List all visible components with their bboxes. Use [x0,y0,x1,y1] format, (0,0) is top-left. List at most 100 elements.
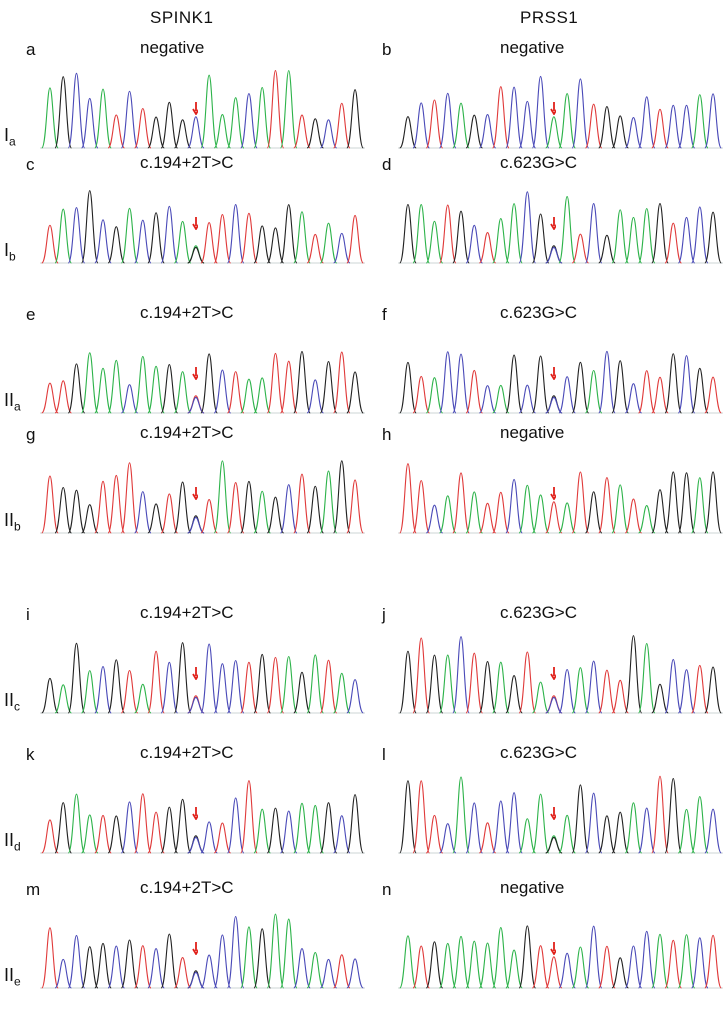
trace-peak-C [478,385,497,414]
trace-peak-A [240,926,258,989]
panel-letter: l [382,745,386,764]
trace-peak-G [319,361,338,414]
trace-peak-C [94,219,112,264]
trace-peak-A [624,802,643,854]
trace-peak-T [651,775,669,854]
trace-peak-A [306,654,325,714]
trace-peak-C [200,954,218,989]
trace-peak-G [611,957,629,989]
trace-peak-G [253,928,271,989]
row-label-sub: c [14,699,21,714]
trace-peak-A [94,367,112,414]
trace-peak-G [266,496,285,534]
row-label-sub: a [9,134,16,149]
trace-peak-A [412,204,430,264]
trace-peak-T [651,108,669,149]
trace-peak-T [54,380,72,414]
trace-peak-G [67,642,86,714]
sequencing-chromatogram [398,350,723,414]
trace-peak-C [637,96,656,149]
trace-peak-A [213,114,232,149]
mutation-arrow-icon [192,486,198,500]
trace-peak-T [266,656,285,714]
trace-peak-A [677,808,696,854]
trace-peak-T [664,222,683,264]
trace-peak-C [478,113,497,149]
row-label-main: II [4,510,15,530]
row-label-main: I [4,240,10,260]
trace-peak-C [226,204,245,264]
arrow-path [192,941,198,955]
row-label-sub: d [14,839,21,854]
trace-peak-T [598,945,616,989]
trace-peak-G [54,76,72,149]
trace-peak-T [41,927,59,989]
sequencing-chromatogram [40,913,365,989]
trace-peak-T [147,650,165,714]
trace-peak-A [240,378,258,414]
mutation-arrow-icon [550,486,556,500]
trace-peak-T [173,956,192,989]
trace-peak-C [107,945,126,989]
trace-peak-A [425,220,444,264]
arrow-path [192,366,198,380]
trace-peak-A [134,683,152,714]
trace-peak-C [346,958,364,989]
trace-peak-T [412,945,430,989]
trace-peak-T [571,471,590,534]
trace-peak-T [134,793,152,854]
trace-peak-A [492,384,510,414]
trace-peak-T [452,472,470,534]
trace-peak-A [80,352,99,414]
trace-peak-T [412,637,430,714]
trace-peak-T [465,369,484,414]
trace-peak-A [492,661,510,714]
trace-peak-A [319,470,338,534]
panel-letter: b [382,40,392,59]
trace-peak-A [518,818,537,854]
trace-peak-C [691,937,709,989]
trace-peak-G [41,677,59,714]
trace-peak-C [134,219,152,264]
trace-peak-A [611,484,629,534]
trace-peak-C [518,100,537,149]
trace-peak-C [677,104,696,149]
trace-peak-T [412,479,430,534]
trace-peak-T [346,214,364,264]
trace-peak-G [266,807,285,854]
trace-peak-T [306,233,325,264]
trace-peak-A [518,484,537,534]
trace-peak-C [333,815,351,854]
mutation-label: c.194+2T>C [140,423,234,442]
trace-peak-A [438,654,457,714]
trace-peak-G [120,939,139,989]
trace-peak-G [160,101,179,149]
trace-peak-G [160,363,179,414]
sequencing-chromatogram [40,70,365,149]
trace-peak-A [120,207,139,264]
trace-peak-A [306,951,325,989]
trace-peak-T [333,954,351,989]
mutation-arrow-icon [192,101,198,115]
trace-peak-T [240,212,258,264]
panel-letter: n [382,880,392,899]
trace-peak-G [107,226,126,264]
trace-peak-A [425,377,444,414]
trace-peak-G [94,942,112,989]
trace-peak-C [465,802,484,854]
trace-peak-C [558,376,576,414]
trace-peak-C [518,384,537,414]
column-header-prss1: PRSS1 [520,8,579,27]
trace-peak-G [279,204,298,264]
trace-peak-A [213,460,232,534]
trace-peak-G [346,794,364,854]
arrow-path [192,666,198,680]
trace-peak-C [54,958,72,989]
trace-peak-secondary-C [187,971,205,989]
trace-peak-C [226,659,245,714]
mutation-label: c.623G>C [500,153,578,172]
trace-peak-A [691,94,709,149]
trace-peak-G [147,503,165,534]
panel-letter: k [26,745,35,764]
arrow-path [550,666,556,680]
